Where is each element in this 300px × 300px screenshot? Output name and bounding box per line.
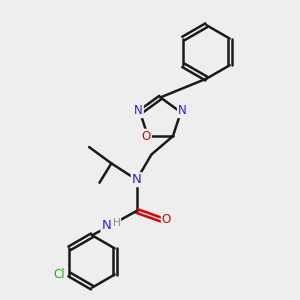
Text: O: O (142, 130, 151, 142)
Text: Cl: Cl (53, 268, 65, 281)
Text: N: N (101, 219, 111, 232)
Text: N: N (178, 104, 187, 117)
Text: O: O (162, 213, 171, 226)
Text: N: N (132, 173, 142, 186)
Text: H: H (112, 218, 120, 228)
Text: N: N (134, 104, 143, 117)
